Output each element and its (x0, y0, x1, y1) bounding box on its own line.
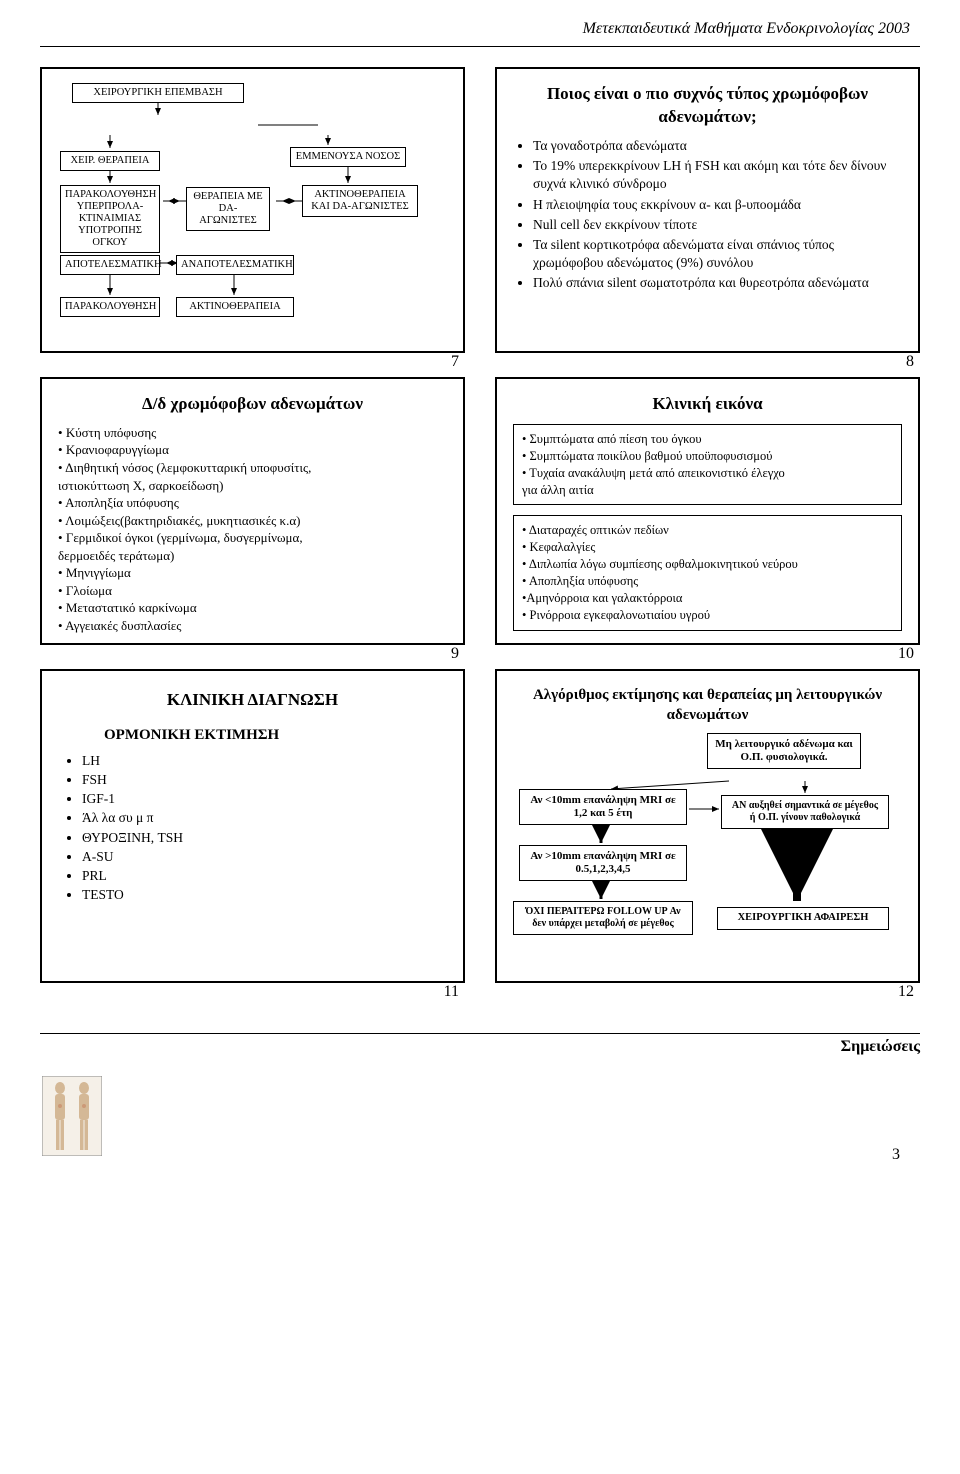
list-item: LH (82, 752, 447, 770)
list-item: Νull cell δεν εκκρίνουν τίποτε (533, 216, 902, 234)
list-item: Διπλωπία λόγω συμπίεσης οφθαλμοκινητικού… (529, 557, 798, 571)
list-item: Συμπτώματα από πίεση του όγκου (530, 432, 702, 446)
list-item: Άλ λα​ συ μ π (82, 809, 447, 827)
anatomy-figures-icon (42, 1076, 102, 1156)
s7-aktinotherapeia: ΑΚΤΙΝΟΘΕΡΑΠΕΙΑ (176, 297, 294, 317)
list-item: Κρανιοφαρυγγίωμα (66, 442, 169, 457)
list-item: Γερμιδικοί όγκοι (γερμίνωμα, δυσγερμίνωμ… (66, 530, 303, 545)
list-item: Διαταραχές οπτικών πεδίων (529, 523, 669, 537)
list-item: Λοιμώξεις(βακτηριδιακές, μυκητιασικές κ.… (65, 513, 300, 528)
list-item: Μηνιγγίωμα (66, 565, 131, 580)
list-item: FSH (82, 771, 447, 789)
slide-num: 8 (906, 351, 914, 373)
list-item: Κύστη υπόφυσης (66, 425, 157, 440)
s7-parakol-yper: ΠΑΡΑΚΟΛΟΥΘΗΣΗ ΥΠΕΡΠΡΟΛΑ- ΚΤΙΝΑΙΜΙΑΣ ΥΠΟΤ… (60, 185, 160, 253)
slide11-subtitle: ΟΡΜΟΝΙΚΗ ΕΚΤΙΜΗΣΗ (58, 725, 447, 745)
s7-apoteles: ΑΠΟΤΕΛΕΣΜΑΤΙΚΗ (60, 255, 160, 275)
footer: Σημειώσεις (40, 1033, 920, 1056)
list-item: Πολύ σπάνια silent σωματοτρόπα και θυρεο… (533, 274, 902, 292)
list-item: Ρινόρροια εγκεφαλονωτιαίου υγρού (530, 608, 711, 622)
slide10-title: Κλινική εικόνα (513, 393, 902, 416)
s12-b1: Μη λειτουργικό αδένωμα και Ο.Π. φυσιολογ… (707, 733, 861, 769)
slide-9: Δ/δ χρωμόφοβων αδενωμάτων • Κύστη υπόφυσ… (40, 377, 465, 645)
slide-num: 11 (444, 981, 459, 1003)
list-item: Το 19% υπερεκκρίνουν LH ή FSH και ακόμη … (533, 157, 902, 193)
slide-10: Κλινική εικόνα • Συμπτώματα από πίεση το… (495, 377, 920, 645)
slide-8: Ποιος είναι ο πιο συχνός τύπος χρωμόφοβω… (495, 67, 920, 353)
list-item: Αποπληξία υπόφυσης (65, 495, 179, 510)
slide9-title: Δ/δ χρωμόφοβων αδενωμάτων (58, 393, 447, 416)
s7-therapeia-da: ΘΕΡΑΠΕΙΑ ΜΕ DA-ΑΓΩΝΙΣΤΕΣ (186, 187, 270, 231)
s7-emmenousa: ΕΜΜΕΝΟΥΣΑ ΝΟΣΟΣ (290, 147, 406, 167)
slide10-group1: • Συμπτώματα από πίεση του όγκου • Συμπτ… (513, 424, 902, 506)
slide-11: ΚΛΙΝΙΚΗ ΔΙΑΓΝΩΣΗ ΟΡΜΟΝΙΚΗ ΕΚΤΙΜΗΣΗ LH FS… (40, 669, 465, 984)
list-item: IGF-1 (82, 790, 447, 808)
s7-anapoteles: ΑΝΑΠΟΤΕΛΕΣΜΑΤΙΚΗ (176, 255, 294, 275)
list-item: Τυχαία ανακάλυψη μετά από απεικονιστικό … (529, 466, 784, 480)
page-header: Μετεκπαιδευτικά Μαθήματα Ενδοκρινολογίας… (40, 20, 920, 47)
list-item: Αμηνόρροια και γαλακτόρροια (526, 591, 682, 605)
s12-b3: Αν >10mm επανάληψη MRI σε 0.5,1,2,3,4,5 (519, 845, 687, 881)
slide10-group2: • Διαταραχές οπτικών πεδίων • Κεφαλαλγίε… (513, 515, 902, 630)
s7-xeirourgiki: ΧΕΙΡΟΥΡΓΙΚΗ ΕΠΕΜΒΑΣΗ (72, 83, 244, 103)
list-item: Διηθητική νόσος (λεμφοκυτταρική υποφυσίτ… (65, 460, 311, 475)
list-item: Τα γοναδοτρόπα αδενώματα (533, 137, 902, 155)
slide-7: ΝΑΙ ΕΝΔΕΙΞΗ ΧΕΙΡΟΥΡΓΙΚΗ ΕΠΕΜΒΑΣΗ ΧΕΙΡ. Θ… (40, 67, 465, 353)
slide11-list: LH FSH IGF-1 Άλ λα​ συ μ π ΘΥΡΟΞΙΝΗ, TSH… (58, 752, 447, 905)
slide-num: 10 (898, 643, 914, 665)
slide-num: 9 (451, 643, 459, 665)
slide-num: 12 (898, 981, 914, 1003)
list-item: A-SU (82, 848, 447, 866)
list-item-cont: δερμοειδές τεράτωμα) (58, 547, 447, 565)
list-item-cont: για άλλη αιτία (522, 482, 893, 499)
s12-b4: ΌΧΙ ΠΕΡΑΙΤΕΡΩ FOLLOW UP Αν δεν υπάρχει μ… (513, 901, 693, 935)
slide12-flowchart: Μη λειτουργικό αδένωμα και Ο.Π. φυσιολογ… (513, 733, 902, 973)
page-number: 3 (40, 1146, 920, 1164)
list-item: PRL (82, 867, 447, 885)
slide7-flowchart: ΝΑΙ ΕΝΔΕΙΞΗ ΧΕΙΡΟΥΡΓΙΚΗ ΕΠΕΜΒΑΣΗ ΧΕΙΡ. Θ… (58, 83, 447, 343)
slide11-title: ΚΛΙΝΙΚΗ ΔΙΑΓΝΩΣΗ (58, 689, 447, 712)
slides-grid: ΝΑΙ ΕΝΔΕΙΞΗ ΧΕΙΡΟΥΡΓΙΚΗ ΕΠΕΜΒΑΣΗ ΧΕΙΡ. Θ… (40, 67, 920, 983)
slide12-title: Αλγόριθμος εκτίμησης και θεραπείας μη λε… (513, 685, 902, 726)
s7-parakol: ΠΑΡΑΚΟΛΟΥΘΗΣΗ (60, 297, 160, 317)
footer-label: Σημειώσεις (40, 1038, 920, 1056)
slide8-list: Τα γοναδοτρόπα αδενώματα Το 19% υπερεκκρ… (513, 137, 902, 293)
list-item: Γλοίωμα (66, 583, 112, 598)
list-item: Μεταστατικό καρκίνωμα (66, 600, 197, 615)
slide9-list: • Κύστη υπόφυσης • Κρανιοφαρυγγίωμα • Δι… (58, 424, 447, 635)
list-item: Κεφαλαλγίες (530, 540, 596, 554)
s12-b5: ΑΝ αυξηθεί σημαντικά σε μέγεθος ή Ο.Π. γ… (721, 795, 889, 829)
slide-num: 7 (451, 351, 459, 373)
s7-xeir-therapeia: ΧΕΙΡ. ΘΕΡΑΠΕΙΑ (60, 151, 160, 171)
list-item: Αγγειακές δυσπλασίες (65, 618, 181, 633)
list-item: Τα silent κορτικοτρόφα αδενώματα είναι σ… (533, 236, 902, 272)
s12-b6: ΧΕΙΡΟΥΡΓΙΚΗ ΑΦΑΙΡΕΣΗ (717, 907, 889, 930)
list-item: Η πλειοψηφία τους εκκρίνουν α- και β-υπο… (533, 196, 902, 214)
s7-aktino-da: ΑΚΤΙΝΟΘΕΡΑΠΕΙΑ ΚΑΙ DA-ΑΓΩΝΙΣΤΕΣ (302, 185, 418, 217)
slide8-title: Ποιος είναι ο πιο συχνός τύπος χρωμόφοβω… (513, 83, 902, 129)
list-item: Αποπληξία υπόφυσης (529, 574, 638, 588)
slide-12: Αλγόριθμος εκτίμησης και θεραπείας μη λε… (495, 669, 920, 984)
s12-b2: Αν <10mm επανάληψη MRI σε 1,2 και 5 έτη (519, 789, 687, 825)
list-item: TESTO (82, 886, 447, 904)
list-item: ΘΥΡΟΞΙΝΗ, TSH (82, 829, 447, 847)
list-item-cont: ιστιοκύττωση Χ, σαρκοείδωση) (58, 477, 447, 495)
list-item: Συμπτώματα ποικίλου βαθμού υποϋποφυσισμο… (530, 449, 773, 463)
